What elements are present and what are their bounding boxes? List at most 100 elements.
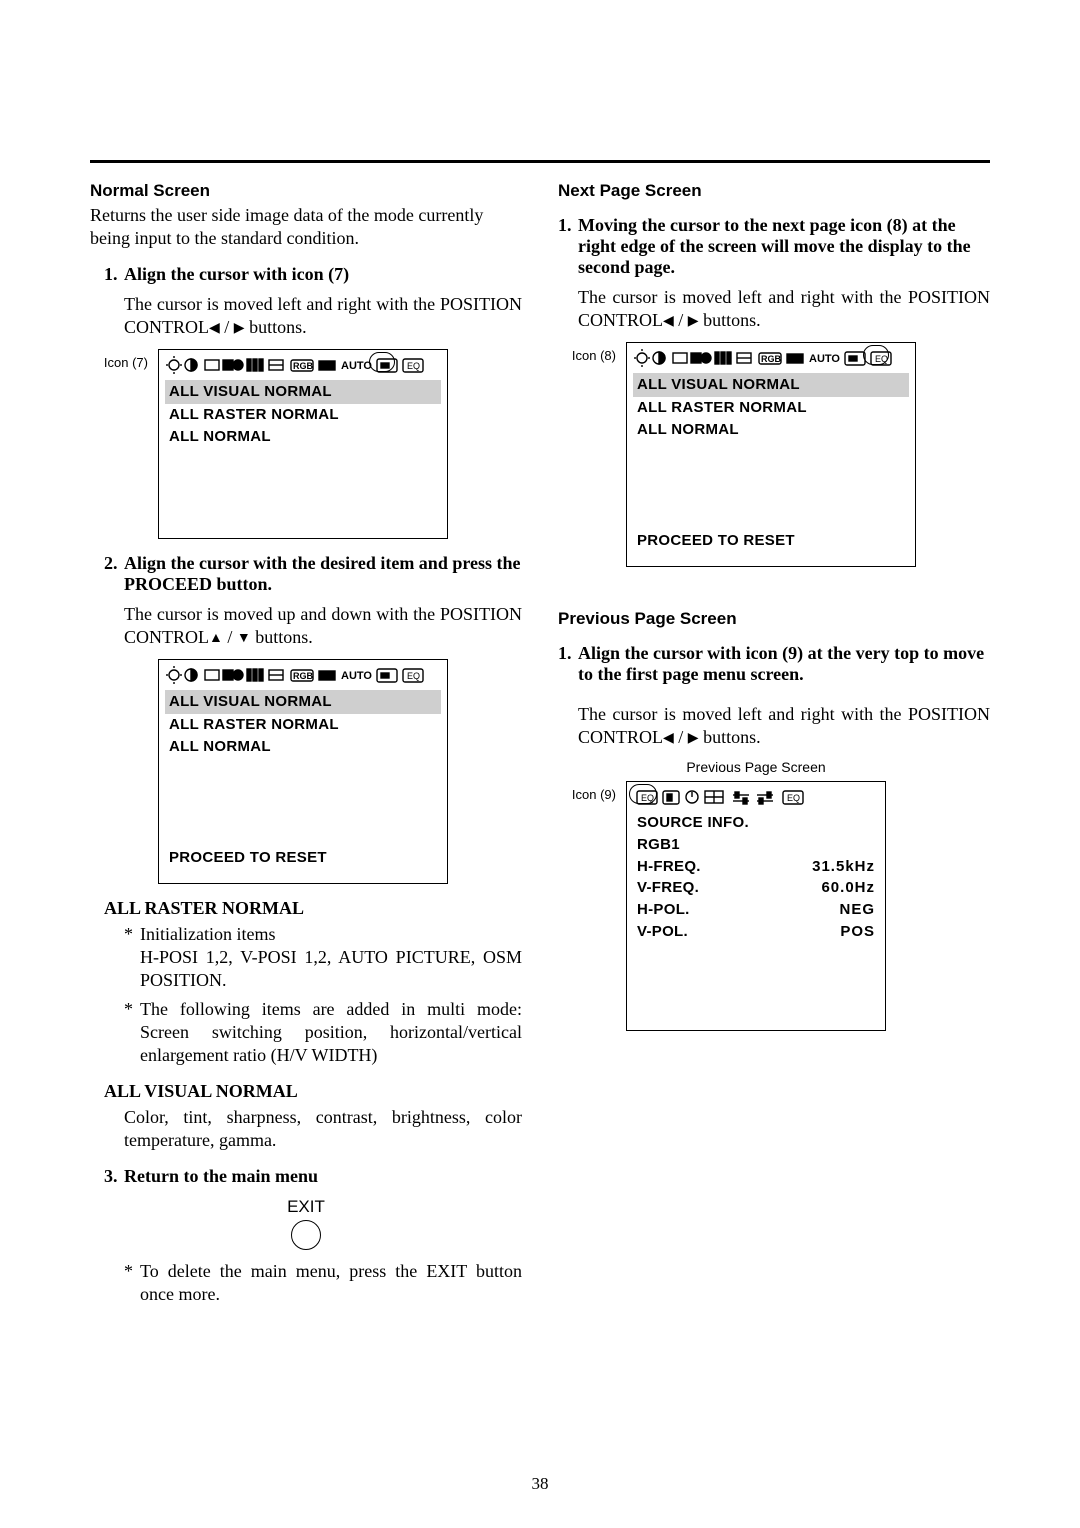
osd4-row1-v: 60.0Hz bbox=[821, 877, 875, 899]
osd4-row2-k: H-POL. bbox=[637, 899, 690, 921]
normal-screen-intro: Returns the user side image data of the … bbox=[90, 204, 522, 250]
all-raster-head: ALL RASTER NORMAL bbox=[90, 898, 522, 919]
osd-wrap-3: Icon (8) RGB AUTO bbox=[558, 342, 990, 567]
all-raster-item1a: Initialization items bbox=[140, 924, 275, 944]
osd-box-1: RGB AUTO EQ ALL VISUAL NORMAL ALL RASTER… bbox=[158, 349, 448, 539]
osd2-proceed: PROCEED TO RESET bbox=[169, 847, 327, 869]
arrow-down-icon: ▼ bbox=[237, 631, 251, 646]
exit-button-icon bbox=[291, 1220, 321, 1250]
left-step-3-num: 3. bbox=[104, 1166, 124, 1187]
osd3-line1: ALL VISUAL NORMAL bbox=[633, 373, 909, 397]
two-column-layout: Normal Screen Returns the user side imag… bbox=[90, 181, 990, 1313]
osd4-row0-k: H-FREQ. bbox=[637, 856, 701, 878]
all-raster-item1: * Initialization items H-POSI 1,2, V-POS… bbox=[90, 923, 522, 992]
left-step-2: 2. Align the cursor with the desired ite… bbox=[90, 553, 522, 595]
all-raster-item2-body: The following items are added in multi m… bbox=[140, 998, 522, 1067]
np-body-a: The cursor is moved left and right with … bbox=[578, 287, 990, 330]
svg-text:RGB: RGB bbox=[761, 354, 782, 364]
osd3-icons-svg: RGB AUTO EQ bbox=[633, 348, 901, 368]
right-np-step1-body: The cursor is moved left and right with … bbox=[558, 286, 990, 332]
arrow-right-icon: ▶ bbox=[688, 314, 699, 329]
svg-text:AUTO: AUTO bbox=[809, 353, 840, 365]
osd2-icons-svg: RGB AUTO EQ bbox=[165, 665, 433, 685]
osd-wrap-2: RGB AUTO EQ ALL VISUAL NORMAL ALL RASTER… bbox=[158, 659, 522, 884]
arrow-left-icon: ◀ bbox=[663, 731, 674, 746]
osd3-proceed: PROCEED TO RESET bbox=[637, 530, 795, 552]
osd4-row1-k: V-FREQ. bbox=[637, 877, 699, 899]
left-step-2-num: 2. bbox=[104, 553, 124, 595]
all-raster-item2: * The following items are added in multi… bbox=[90, 998, 522, 1067]
pp-body-b: buttons. bbox=[699, 727, 761, 747]
arrow-left-icon: ◀ bbox=[663, 314, 674, 329]
osd4-row2-v: NEG bbox=[839, 899, 875, 921]
right-np-step1-title: Moving the cursor to the next page icon … bbox=[578, 215, 990, 278]
arrow-right-icon: ▶ bbox=[234, 321, 245, 336]
osd4-src: RGB1 bbox=[637, 834, 875, 856]
normal-screen-head: Normal Screen bbox=[90, 181, 522, 201]
osd2-line2: ALL RASTER NORMAL bbox=[169, 716, 339, 733]
svg-text:EQ: EQ bbox=[875, 354, 888, 364]
osd4-row-1: V-FREQ. 60.0Hz bbox=[637, 877, 875, 899]
next-page-head: Next Page Screen bbox=[558, 181, 990, 201]
right-np-step1-num: 1. bbox=[558, 215, 578, 278]
all-raster-item1b: H-POSI 1,2, V-POSI 1,2, AUTO PICTURE, OS… bbox=[140, 947, 522, 990]
svg-text:EQ: EQ bbox=[641, 793, 654, 803]
osd4-body: SOURCE INFO. RGB1 H-FREQ. 31.5kHz V-FREQ… bbox=[627, 810, 885, 1030]
icon8-label: Icon (8) bbox=[558, 348, 616, 363]
top-rule bbox=[90, 160, 990, 163]
osd4-row3-k: V-POL. bbox=[637, 921, 688, 943]
right-pp-step1-title: Align the cursor with icon (9) at the ve… bbox=[578, 643, 990, 685]
osd4-row-2: H-POL. NEG bbox=[637, 899, 875, 921]
left-step-1-title: Align the cursor with icon (7) bbox=[124, 264, 522, 285]
osd-box-3: RGB AUTO EQ ALL VISUAL NORMAL ALL RASTER… bbox=[626, 342, 916, 567]
all-visual-head: ALL VISUAL NORMAL bbox=[90, 1081, 522, 1102]
osd3-line3: ALL NORMAL bbox=[637, 421, 739, 438]
osd-wrap-4: Icon (9) EQ EQ bbox=[558, 781, 990, 1031]
prev-page-caption: Previous Page Screen bbox=[626, 759, 886, 775]
arrow-right-icon: ▶ bbox=[688, 731, 699, 746]
osd2-line1: ALL VISUAL NORMAL bbox=[165, 690, 441, 714]
all-visual-body: Color, tint, sharpness, contrast, bright… bbox=[90, 1106, 522, 1152]
left-step-1-body: The cursor is moved left and right with … bbox=[90, 293, 522, 339]
left-step-1: 1. Align the cursor with icon (7) bbox=[90, 264, 522, 285]
step3-note-body: To delete the main menu, press the EXIT … bbox=[140, 1260, 522, 1306]
osd1-line1: ALL VISUAL NORMAL bbox=[165, 380, 441, 404]
step3-note: * To delete the main menu, press the EXI… bbox=[90, 1260, 522, 1306]
osd4-title: SOURCE INFO. bbox=[637, 812, 875, 834]
osd-box-4: EQ EQ SOURCE INFO. bbox=[626, 781, 886, 1031]
osd4-row-0: H-FREQ. 31.5kHz bbox=[637, 856, 875, 878]
svg-text:EQ: EQ bbox=[787, 793, 800, 803]
all-raster-item1-body: Initialization items H-POSI 1,2, V-POSI … bbox=[140, 923, 522, 992]
osd1-body: ALL VISUAL NORMAL ALL RASTER NORMAL ALL … bbox=[159, 378, 447, 538]
osd1-line2: ALL RASTER NORMAL bbox=[169, 406, 339, 423]
osd1-icons-svg: RGB AUTO EQ bbox=[165, 355, 433, 375]
svg-text:EQ: EQ bbox=[407, 671, 420, 681]
page-number: 38 bbox=[0, 1474, 1080, 1494]
prev-page-head: Previous Page Screen bbox=[558, 609, 990, 629]
osd-wrap-1: Icon (7) RGB AUTO bbox=[90, 349, 522, 539]
svg-text:RGB: RGB bbox=[293, 361, 314, 371]
right-pp-step-1: 1. Align the cursor with icon (9) at the… bbox=[558, 643, 990, 685]
osd4-row-3: V-POL. POS bbox=[637, 921, 875, 943]
right-pp-step1-body: The cursor is moved left and right with … bbox=[558, 703, 990, 749]
osd-box-2: RGB AUTO EQ ALL VISUAL NORMAL ALL RASTER… bbox=[158, 659, 448, 884]
document-page: Normal Screen Returns the user side imag… bbox=[0, 0, 1080, 1363]
left-step-2-title: Align the cursor with the desired item a… bbox=[124, 553, 522, 595]
svg-text:AUTO: AUTO bbox=[341, 360, 372, 372]
osd3-iconrow: RGB AUTO EQ bbox=[627, 343, 915, 371]
left-step1-body-a: The cursor is moved left and right with … bbox=[124, 294, 522, 337]
svg-text:RGB: RGB bbox=[293, 671, 314, 681]
star-icon: * bbox=[124, 1260, 140, 1306]
left-step2-body-b: buttons. bbox=[251, 627, 313, 647]
pp-body-a: The cursor is moved left and right with … bbox=[578, 704, 990, 747]
left-step2-body-a: The cursor is moved up and down with the… bbox=[124, 604, 522, 647]
left-step-2-body: The cursor is moved up and down with the… bbox=[90, 603, 522, 649]
star-icon: * bbox=[124, 998, 140, 1067]
osd2-body: ALL VISUAL NORMAL ALL RASTER NORMAL ALL … bbox=[159, 688, 447, 883]
right-pp-step1-num: 1. bbox=[558, 643, 578, 685]
svg-text:EQ: EQ bbox=[407, 361, 420, 371]
left-column: Normal Screen Returns the user side imag… bbox=[90, 181, 522, 1313]
osd2-line3: ALL NORMAL bbox=[169, 738, 271, 755]
left-step-3-title: Return to the main menu bbox=[124, 1166, 522, 1187]
icon9-label: Icon (9) bbox=[558, 787, 616, 802]
